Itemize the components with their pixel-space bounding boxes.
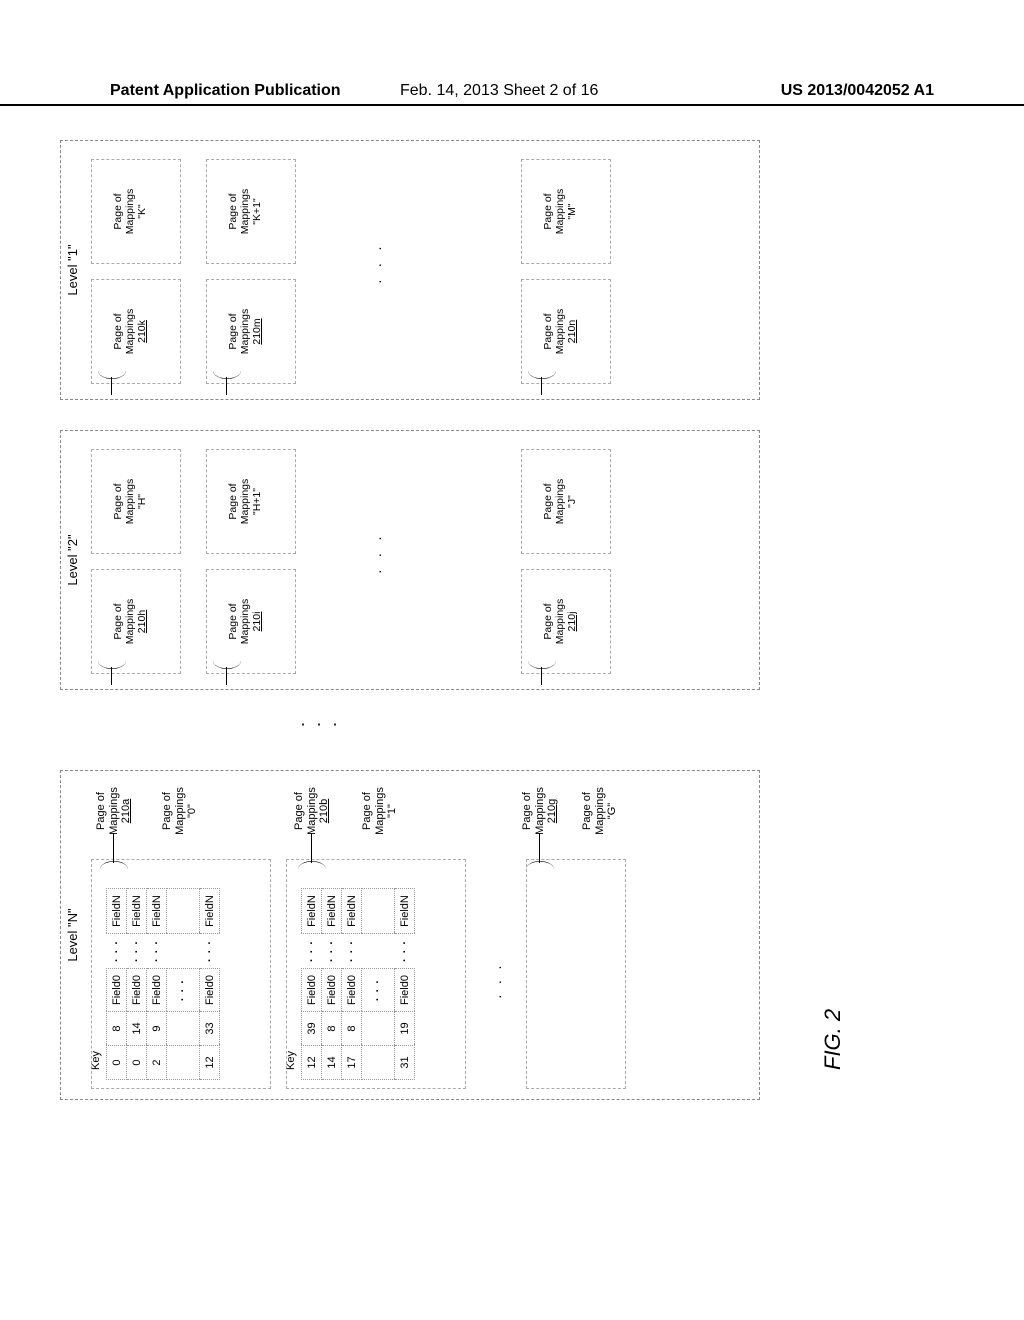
key-label-1: Key bbox=[285, 1051, 297, 1070]
mapping-table-1: 1239Field0· · ·FieldN 148Field0· · ·Fiel… bbox=[301, 888, 415, 1080]
page-mappings-m: Page ofMappings"M" bbox=[521, 159, 611, 264]
header-right: US 2013/0042052 A1 bbox=[781, 82, 934, 100]
ellipsis-dots: · · · bbox=[371, 532, 387, 574]
page-mappings-210k: Page ofMappings210k bbox=[91, 279, 181, 384]
level-1-title: Level "1" bbox=[61, 141, 86, 399]
level-2-box: Level "2" Page ofMappings210h Page ofMap… bbox=[60, 430, 760, 690]
figure-caption: FIG. 2 bbox=[820, 1009, 846, 1070]
ellipsis-dots: · · · bbox=[491, 962, 507, 999]
table-row: 014Field0· · ·FieldN bbox=[127, 889, 147, 1080]
leader-line bbox=[111, 377, 112, 395]
table-row: 08Field0· · ·FieldN bbox=[107, 889, 127, 1080]
page-mappings-1: Key 1239Field0· · ·FieldN 148Field0· · ·… bbox=[286, 859, 466, 1089]
level-n-title: Level "N" bbox=[61, 771, 86, 1099]
page-header: Patent Application Publication Feb. 14, … bbox=[0, 82, 1024, 106]
leader-line bbox=[541, 377, 542, 395]
page-mappings-h: Page ofMappings"H" bbox=[91, 449, 181, 554]
page-mappings-0: Key 08Field0· · ·FieldN 014Field0· · ·Fi… bbox=[91, 859, 271, 1089]
ellipsis-dots: · · · bbox=[371, 242, 387, 284]
key-label-0: Key bbox=[90, 1051, 102, 1070]
figure-diagram: Level "N" Key 08Field0· · ·FieldN 014Fie… bbox=[60, 230, 1024, 1100]
leader-line bbox=[226, 377, 227, 395]
table-row: 1233Field0· · ·FieldN bbox=[200, 889, 220, 1080]
between-dots: . . . bbox=[300, 709, 340, 730]
level-n-box: Level "N" Key 08Field0· · ·FieldN 014Fie… bbox=[60, 770, 760, 1100]
page-label-idx-1: Page of Mappings "1" bbox=[361, 771, 399, 851]
leader-line bbox=[113, 833, 114, 863]
table-row: 178Field0· · ·FieldN bbox=[342, 889, 362, 1080]
header-mid: Feb. 14, 2013 Sheet 2 of 16 bbox=[400, 82, 598, 100]
page-mappings-210n: Page ofMappings210n bbox=[521, 279, 611, 384]
page-label-0: Page of Mappings "0" bbox=[161, 771, 199, 851]
leader-line bbox=[111, 667, 112, 685]
table-row: · · · bbox=[167, 889, 200, 1080]
table-row: 29Field0· · ·FieldN bbox=[147, 889, 167, 1080]
page-label-idx-g: Page of Mappings "G" bbox=[581, 771, 619, 851]
page-mappings-210h: Page ofMappings210h bbox=[91, 569, 181, 674]
page-mappings-j: Page ofMappings"J" bbox=[521, 449, 611, 554]
page-mappings-g bbox=[526, 859, 626, 1089]
leader-line bbox=[226, 667, 227, 685]
page-mappings-k: Page ofMappings"K" bbox=[91, 159, 181, 264]
page-mappings-h1: Page ofMappings"H+1" bbox=[206, 449, 296, 554]
table-row: 1239Field0· · ·FieldN bbox=[302, 889, 322, 1080]
table-row: 3119Field0· · ·FieldN bbox=[395, 889, 415, 1080]
leader-line bbox=[311, 833, 312, 863]
page-mappings-210m: Page ofMappings210m bbox=[206, 279, 296, 384]
page-mappings-k1: Page ofMappings"K+1" bbox=[206, 159, 296, 264]
page-mappings-210i: Page ofMappings210i bbox=[206, 569, 296, 674]
level-2-title: Level "2" bbox=[61, 431, 86, 689]
table-row: 148Field0· · ·FieldN bbox=[322, 889, 342, 1080]
header-left: Patent Application Publication bbox=[110, 82, 341, 100]
mapping-table-0: 08Field0· · ·FieldN 014Field0· · ·FieldN… bbox=[106, 888, 220, 1080]
level-1-box: Level "1" Page ofMappings210k Page ofMap… bbox=[60, 140, 760, 400]
leader-line bbox=[541, 667, 542, 685]
page-mappings-210j: Page ofMappings210j bbox=[521, 569, 611, 674]
table-row: · · · bbox=[362, 889, 395, 1080]
